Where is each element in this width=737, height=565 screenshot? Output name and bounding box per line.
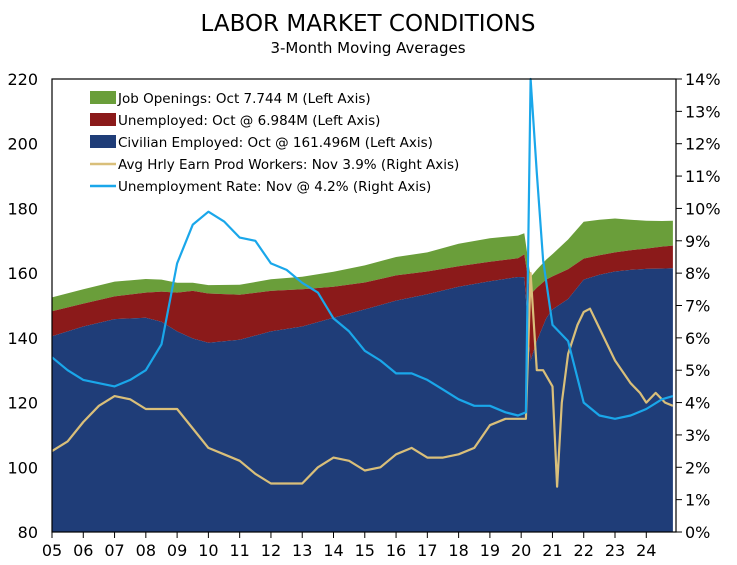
x-tick-label: 12 — [261, 541, 281, 560]
line-unemployment-rate — [51, 77, 674, 420]
right-tick-label: 0% — [685, 523, 710, 542]
x-tick-label: 16 — [386, 541, 406, 560]
right-tick-label: 2% — [685, 458, 710, 477]
x-tick-label: 13 — [292, 541, 312, 560]
x-tick-label: 14 — [323, 541, 343, 560]
right-tick-label: 12% — [685, 135, 721, 154]
stacked-areas — [52, 218, 673, 532]
chart-title: LABOR MARKET CONDITIONS — [201, 11, 536, 37]
right-tick-label: 5% — [685, 361, 710, 380]
left-tick-label: 120 — [7, 394, 38, 413]
x-tick-label: 15 — [355, 541, 375, 560]
x-tick-label: 23 — [605, 541, 625, 560]
left-tick-label: 200 — [7, 135, 38, 154]
x-axis: 05 06 07 08 09 10 11 12 13 14 15 16 17 18 19 20 21 22 23 24 — [42, 532, 656, 560]
legend-swatch — [90, 91, 116, 104]
line-series — [51, 77, 674, 488]
right-tick-label: 1% — [685, 491, 710, 510]
x-tick-label: 10 — [198, 541, 218, 560]
left-axis: 80 100 120 140 160 180 200 220 — [7, 70, 38, 542]
x-tick-label: 17 — [417, 541, 437, 560]
area-job-openings — [52, 218, 673, 312]
left-tick-label: 220 — [7, 70, 38, 89]
area-unemployed — [52, 245, 673, 361]
right-tick-label: 6% — [685, 329, 710, 348]
legend-label: Job Openings: Oct 7.744 M (Left Axis) — [117, 91, 371, 107]
legend-label: Unemployed: Oct @ 6.984M (Left Axis) — [118, 113, 380, 129]
right-tick-label: 9% — [685, 232, 710, 251]
x-tick-label: 07 — [104, 541, 124, 560]
right-tick-label: 14% — [685, 70, 721, 89]
x-tick-label: 20 — [511, 541, 531, 560]
legend-label: Unemployment Rate: Nov @ 4.2% (Right Axi… — [118, 179, 431, 195]
right-tick-label: 4% — [685, 394, 710, 413]
legend-label: Civilian Employed: Oct @ 161.496M (Left … — [118, 135, 433, 151]
left-tick-label: 100 — [7, 458, 38, 477]
left-tick-label: 180 — [7, 199, 38, 218]
x-tick-label: 19 — [480, 541, 500, 560]
right-axis: 0% 1% 2% 3% 4% 5% 6% 7% 8% 9% 10% 11% 12% 13% 14% — [676, 70, 721, 542]
x-tick-label: 09 — [167, 541, 187, 560]
right-tick-label: 11% — [685, 167, 721, 186]
legend-swatch — [90, 135, 116, 148]
x-tick-label: 22 — [574, 541, 594, 560]
left-tick-label: 160 — [7, 264, 38, 283]
x-tick-label: 05 — [42, 541, 62, 560]
right-tick-label: 3% — [685, 426, 710, 445]
legend-label: Avg Hrly Earn Prod Workers: Nov 3.9% (Ri… — [118, 157, 459, 173]
line-avg-hourly-earnings — [51, 272, 674, 488]
area-civilian-employed — [52, 268, 673, 532]
x-tick-label: 11 — [229, 541, 249, 560]
legend-swatch — [90, 113, 116, 126]
x-tick-label: 08 — [136, 541, 156, 560]
x-tick-label: 21 — [542, 541, 562, 560]
left-tick-label: 140 — [7, 329, 38, 348]
right-tick-label: 13% — [685, 102, 721, 121]
left-tick-label: 80 — [18, 523, 38, 542]
x-tick-label: 06 — [73, 541, 93, 560]
right-tick-label: 10% — [685, 199, 721, 218]
x-tick-label: 24 — [636, 541, 656, 560]
x-tick-label: 18 — [448, 541, 468, 560]
right-tick-label: 7% — [685, 297, 710, 316]
right-tick-label: 8% — [685, 264, 710, 283]
chart-subtitle: 3-Month Moving Averages — [270, 39, 465, 57]
legend: Job Openings: Oct 7.744 M (Left Axis) Une… — [90, 91, 459, 195]
